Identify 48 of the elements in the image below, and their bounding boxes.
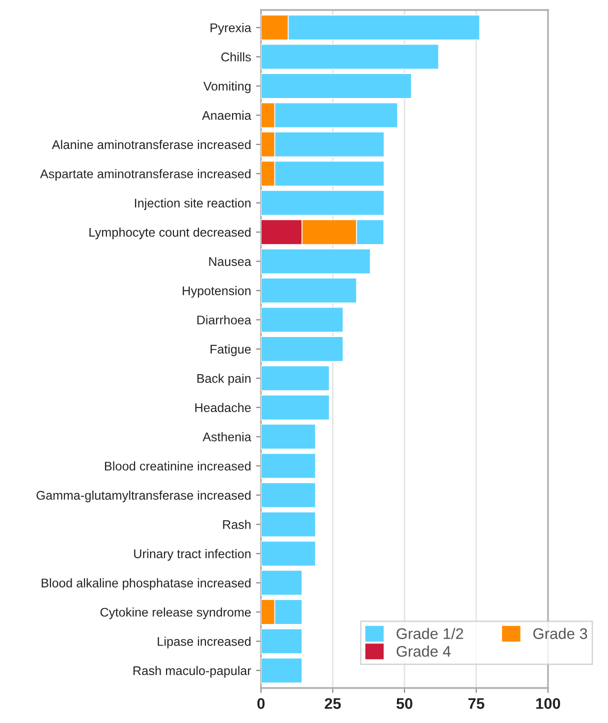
bar <box>261 540 316 566</box>
y-tick-label: Fatigue <box>210 344 251 356</box>
bar <box>261 394 330 420</box>
bar <box>261 482 316 508</box>
y-tick-label: Asthenia <box>202 432 252 442</box>
bar <box>261 658 302 684</box>
legend-label: Grade 3 <box>533 628 588 640</box>
legend-label: Grade 4 <box>396 646 451 657</box>
bar <box>261 336 344 362</box>
x-tick-label: 50 <box>396 698 412 709</box>
y-tick-label: Vomiting <box>203 81 250 94</box>
bar <box>261 570 302 596</box>
x-tick-label: 25 <box>324 698 341 709</box>
y-tick-label: Gamma-glutamyltransferase increased <box>36 490 250 502</box>
bar <box>261 628 302 654</box>
y-tick-label: Aspartate aminotransferase increased <box>40 169 250 181</box>
x-tick-label: 100 <box>536 698 560 709</box>
bar <box>261 365 330 392</box>
y-tick-label: Nausea <box>209 257 252 266</box>
y-tick-label: Anaemia <box>202 110 252 120</box>
bar <box>261 44 440 70</box>
y-tick-label: Headache <box>195 402 251 412</box>
y-tick-label: Back pain <box>197 374 250 386</box>
y-tick-label: Pyrexia <box>210 23 252 35</box>
bar <box>261 424 316 450</box>
bar <box>261 73 412 99</box>
x-tick-label: 75 <box>468 698 484 709</box>
x-tick-label: 0 <box>257 698 265 709</box>
bar <box>261 306 344 333</box>
y-tick-label: Diarrhoea <box>197 315 252 324</box>
y-tick-label: Cytokine release syndrome <box>100 607 251 620</box>
legend-label: Grade 1/2 <box>396 628 464 640</box>
bar <box>261 190 385 216</box>
bar <box>261 512 316 538</box>
y-tick-label: Injection site reaction <box>135 198 250 210</box>
y-tick-label: Urinary tract infection <box>134 549 250 561</box>
y-tick-label: Rash maculo-papular <box>134 666 252 678</box>
y-tick-label: Blood creatinine increased <box>105 461 250 471</box>
bar <box>261 453 316 479</box>
y-tick-label: Hypotension <box>182 286 250 298</box>
bar <box>261 248 371 274</box>
y-tick-label: Chills <box>221 52 251 62</box>
y-tick-label: Blood alkaline phosphatase increased <box>42 578 250 590</box>
bar <box>261 278 357 304</box>
y-tick-label: Alanine aminotransferase increased <box>52 140 250 150</box>
y-tick-label: Lymphocyte count decreased <box>89 228 250 240</box>
y-tick-label: Rash <box>223 520 250 529</box>
y-tick-label: Lipase increased <box>158 636 250 648</box>
